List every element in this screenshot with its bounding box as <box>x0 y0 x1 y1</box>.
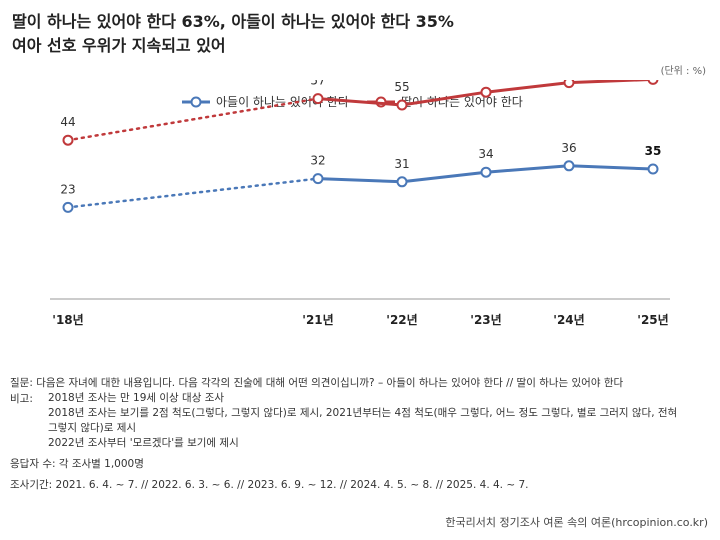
respondents-note: 응답자 수: 각 조사별 1,000명 <box>10 458 144 470</box>
remark-item: 그렇지 않다)로 제시 <box>48 422 137 434</box>
data-label: 55 <box>394 80 409 94</box>
x-tick-label: '24년 <box>553 313 584 327</box>
remark-item: 2018년 조사는 만 19세 이상 대상 조사 <box>48 392 225 404</box>
data-point <box>647 163 659 175</box>
data-point <box>480 166 492 178</box>
data-label: 32 <box>310 154 325 168</box>
data-label: 31 <box>394 157 409 171</box>
data-point <box>480 86 492 98</box>
data-label: 23 <box>60 182 75 196</box>
data-point <box>62 201 74 213</box>
line-chart: '18년 '21년 '22년 '23년 '24년 '25년 아들이 하나는 있어야 한다 딸이… <box>50 80 670 327</box>
series-dotted-segment <box>66 177 320 209</box>
data-point <box>312 173 324 185</box>
data-point <box>396 99 408 111</box>
data-label: 44 <box>60 115 75 129</box>
data-label: 34 <box>478 147 493 161</box>
source-credit: 한국리서치 정기조사 여론 속의 여론(hrcopinion.co.kr) <box>445 516 708 529</box>
remark-item: 2022년 조사부터 '모르겠다'를 보기에 제시 <box>48 437 239 449</box>
data-label: 36 <box>561 141 576 155</box>
data-label: 57 <box>310 80 325 88</box>
remarks-label: 비고: <box>10 393 33 405</box>
x-tick-label: '18년 <box>52 313 83 327</box>
legend-label: 아들이 하나는 있어야 한다 <box>216 95 349 109</box>
data-point <box>563 80 575 89</box>
data-point <box>62 134 74 146</box>
data-label: 59 <box>478 80 493 81</box>
x-tick-label: '23년 <box>470 313 501 327</box>
x-tick-label: '21년 <box>302 313 333 327</box>
data-point <box>647 80 659 85</box>
x-tick-label: '25년 <box>637 313 668 327</box>
remarks: 비고: 2018년 조사는 만 19세 이상 대상 조사 2018년 조사는 보… <box>10 391 710 451</box>
chart-title: 딸이 하나는 있어야 한다 63%, 아들이 하나는 있어야 한다 35% 여아… <box>12 10 454 58</box>
survey-question: 질문: 다음은 자녀에 대한 내용입니다. 다음 각각의 진술에 대해 어떤 의… <box>10 377 624 389</box>
series-dotted-segment <box>66 97 320 142</box>
data-label: 35 <box>645 144 662 158</box>
legend-label: 딸이 하나는 있어야 한다 <box>401 95 523 109</box>
title-line-1: 딸이 하나는 있어야 한다 63%, 아들이 하나는 있어야 한다 35% <box>12 12 454 31</box>
data-point <box>396 176 408 188</box>
title-line-2: 여아 선호 우위가 지속되고 있어 <box>12 36 226 55</box>
data-point <box>563 160 575 172</box>
unit-label: (단위 : %) <box>660 66 706 77</box>
notes-block: 질문: 다음은 자녀에 대한 내용입니다. 다음 각각의 진술에 대해 어떤 의… <box>10 376 710 493</box>
data-point <box>312 93 324 105</box>
survey-period: 조사기간: 2021. 6. 4. ~ 7. // 2022. 6. 3. ~ … <box>10 479 529 491</box>
x-tick-label: '22년 <box>386 313 417 327</box>
remark-item: 2018년 조사는 보기를 2점 척도(그렇다, 그렇지 않다)로 제시, 20… <box>48 407 678 419</box>
legend-swatch-marker <box>190 96 202 108</box>
